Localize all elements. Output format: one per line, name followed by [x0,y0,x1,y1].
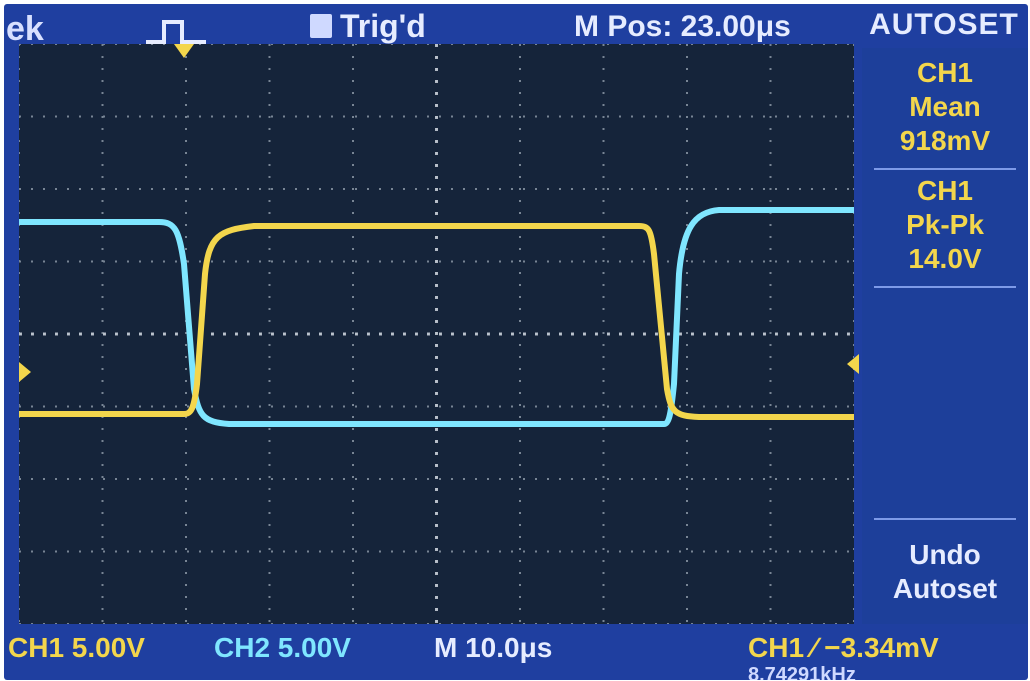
ch1-ground-marker [19,362,31,382]
measurement-value: 14.0V [908,243,982,274]
sidebar-divider [874,518,1016,520]
measurement-channel: CH1 [916,57,973,88]
measurement-sidebar: CH1 Mean 918mV CH1 Pk-Pk 14.0V Undo Auto… [862,48,1028,624]
oscilloscope-screen: ek Trig'd M Pos: 23.00μs AUTOSET [4,4,1028,680]
measurement-value: 918mV [899,125,991,156]
frequency-readout: 8.74291kHz [748,664,856,680]
top-status-bar: ek Trig'd M Pos: 23.00μs AUTOSET [4,4,1028,51]
trigger-level-marker [847,354,859,374]
undo-label: Undo [909,539,981,570]
ch1-scale: CH1 5.00V [8,632,145,663]
measurement-label: Mean [909,91,981,122]
m-position-readout: M Pos: 23.00μs [574,10,791,43]
ch2-scale: CH2 5.00V [214,632,351,663]
measurement-channel: CH1 [916,175,973,206]
measurement-label: Pk-Pk [906,209,984,240]
trigger-position-marker [174,44,194,58]
autoset-label: Autoset [892,573,998,604]
sidebar-divider [874,168,1016,170]
undo-autoset-button[interactable]: Undo Autoset [862,538,1028,606]
brand-text: ek [6,10,44,48]
pulse-trigger-icon [144,16,214,51]
autoset-title[interactable]: AUTOSET [869,8,1019,41]
timebase: M 10.0μs [434,632,553,663]
measurement-ch1-pkpk[interactable]: CH1 Pk-Pk 14.0V [862,174,1028,276]
trigger-state-icon [310,14,332,38]
trigger-state-text: Trig'd [340,7,426,44]
bottom-status-bar: CH1 5.00V CH2 5.00V M 10.0μs CH1 ∕ −3.34… [4,624,1028,680]
trigger-readout: CH1 ∕ −3.34mV [748,632,939,663]
ch2-waveform [16,207,857,427]
measurement-ch1-mean[interactable]: CH1 Mean 918mV [862,56,1028,158]
sidebar-divider [874,286,1016,288]
trigger-state: Trig'd [310,8,426,44]
ch1-waveform [16,223,857,420]
waveform-grid [16,43,859,625]
